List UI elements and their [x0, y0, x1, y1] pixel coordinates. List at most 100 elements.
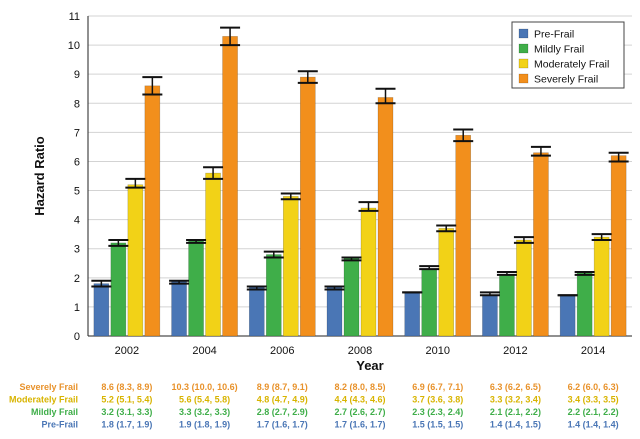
- bar: [377, 97, 394, 337]
- table-cell: 3.7 (3.6, 3.8): [412, 395, 463, 405]
- bar: [482, 294, 498, 337]
- legend-swatch: [518, 28, 529, 39]
- table-cell: 2.8 (2.7, 2.9): [257, 407, 308, 417]
- y-tick-label: 8: [74, 98, 80, 110]
- error-bar: [479, 291, 500, 297]
- legend-swatch: [518, 73, 529, 84]
- error-bar: [263, 250, 284, 259]
- legend-label: Pre-Frail: [534, 29, 574, 41]
- y-tick-label: 4: [74, 215, 80, 227]
- bar: [127, 184, 144, 337]
- table-cell: 3.4 (3.3, 3.5): [568, 395, 619, 405]
- x-tick-label: 2012: [503, 345, 527, 357]
- bar: [188, 239, 204, 337]
- error-bar: [203, 166, 224, 180]
- bar: [265, 254, 282, 337]
- bar: [499, 274, 515, 337]
- bar: [516, 239, 532, 337]
- error-bar: [220, 26, 241, 47]
- table-cell: 1.7 (1.6, 1.7): [334, 420, 385, 430]
- y-axis-title: Hazard Ratio: [32, 136, 47, 216]
- error-bar: [125, 177, 146, 189]
- error-bar: [324, 285, 345, 291]
- y-tick-label: 9: [74, 69, 80, 81]
- error-bar: [280, 192, 301, 201]
- table-cell: 1.9 (1.8, 1.9): [179, 420, 230, 430]
- bar: [110, 242, 127, 337]
- error-bars: [91, 26, 629, 297]
- error-bar: [142, 76, 163, 96]
- error-bar: [591, 233, 612, 241]
- table-cell: 6.2 (6.0, 6.3): [568, 382, 619, 392]
- error-bar: [436, 224, 457, 233]
- table-cell: 3.3 (3.2, 3.4): [490, 395, 541, 405]
- table-row-label: Severely Frail: [19, 382, 78, 392]
- bar: [205, 172, 221, 337]
- x-tick-label: 2010: [425, 345, 449, 357]
- bar: [282, 196, 299, 337]
- bar: [610, 155, 627, 337]
- bar: [593, 236, 610, 337]
- table-cell: 1.4 (1.4, 1.5): [490, 420, 541, 430]
- bar: [576, 271, 593, 337]
- x-tick-label: 2002: [115, 345, 139, 357]
- table-cell: 5.2 (5.1, 5.4): [101, 395, 152, 405]
- table-cell: 1.8 (1.7, 1.9): [101, 420, 152, 430]
- table-cell: 3.3 (3.2, 3.3): [179, 407, 230, 417]
- x-tick-label: 2008: [348, 345, 372, 357]
- table-row-label: Mildly Frail: [31, 407, 78, 417]
- y-tick-label: 10: [68, 40, 80, 52]
- table-row-label: Pre-Frail: [41, 420, 78, 430]
- legend: Pre-Frail Mildly Frail Moderately Frail Sev…: [511, 21, 625, 89]
- data-table: Severely Frail 8.6 (8.3, 8.9) 10.3 (10.0, …: [9, 382, 619, 430]
- table-cell: 2.3 (2.3, 2.4): [412, 407, 463, 417]
- bar: [171, 280, 187, 337]
- bar: [455, 134, 472, 337]
- bar: [360, 207, 377, 337]
- y-tick-label: 5: [74, 186, 80, 198]
- error-bar: [513, 236, 534, 244]
- table-cell: 1.5 (1.5, 1.5): [412, 420, 463, 430]
- legend-label: Mildly Frail: [534, 44, 584, 56]
- legend-swatch: [518, 58, 529, 69]
- error-bar: [608, 151, 629, 163]
- table-cell: 8.2 (8.0, 8.5): [334, 382, 385, 392]
- bar: [559, 294, 576, 337]
- y-tick-label: 1: [74, 302, 80, 314]
- bar: [343, 257, 360, 337]
- x-tick-label: 2004: [192, 345, 216, 357]
- error-bar: [297, 70, 318, 84]
- bar: [533, 152, 549, 337]
- bars: [93, 36, 627, 337]
- y-tick-label: 6: [74, 156, 80, 168]
- table-cell: 1.7 (1.6, 1.7): [257, 420, 308, 430]
- error-bar: [186, 239, 207, 244]
- y-tick-label: 3: [74, 244, 80, 256]
- error-bar: [530, 145, 551, 157]
- x-axis-title: Year: [356, 358, 383, 373]
- bar: [93, 283, 110, 337]
- bar: [421, 268, 438, 337]
- table-cell: 5.6 (5.4, 5.8): [179, 395, 230, 405]
- error-bar: [358, 201, 379, 212]
- table-row-label: Moderately Frail: [9, 395, 78, 405]
- bar: [438, 228, 455, 337]
- y-tick-label: 0: [74, 331, 80, 343]
- table-cell: 1.4 (1.4, 1.4): [568, 420, 619, 430]
- legend-swatch: [518, 43, 529, 54]
- error-bar: [496, 271, 517, 276]
- table-cell: 6.3 (6.2, 6.5): [490, 382, 541, 392]
- bar: [144, 85, 161, 337]
- error-bar: [169, 279, 190, 285]
- legend-label: Severely Frail: [534, 74, 598, 86]
- bar: [299, 76, 316, 337]
- legend-label: Moderately Frail: [534, 59, 609, 71]
- table-cell: 10.3 (10.0, 10.6): [172, 382, 238, 392]
- bar: [248, 286, 265, 337]
- legend-box: [511, 21, 625, 89]
- table-cell: 4.4 (4.3, 4.6): [334, 395, 385, 405]
- x-tick-label: 2006: [270, 345, 294, 357]
- error-bar: [453, 128, 474, 143]
- y-tick-label: 7: [74, 127, 80, 139]
